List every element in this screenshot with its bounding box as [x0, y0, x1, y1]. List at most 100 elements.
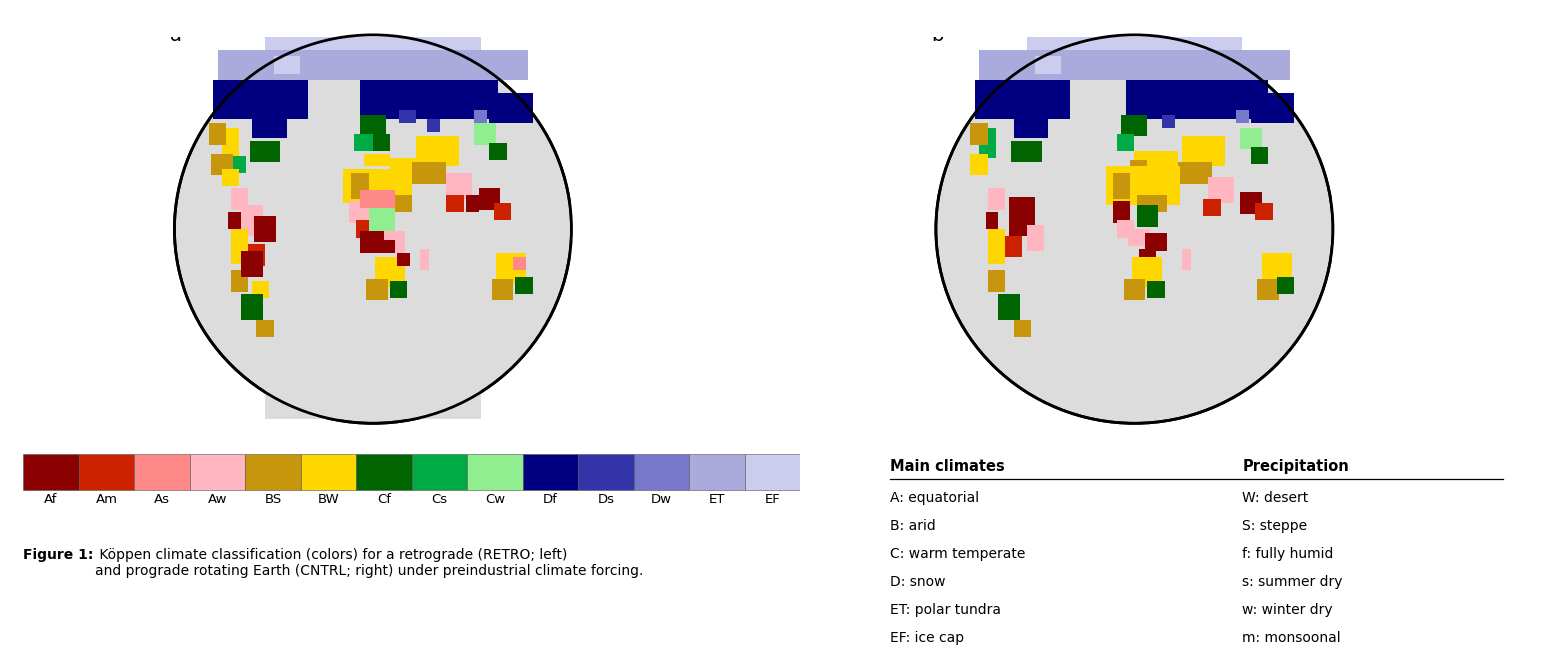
Bar: [134, 454, 190, 490]
Bar: [222, 127, 239, 158]
Text: As: As: [154, 493, 169, 507]
Bar: [979, 50, 1290, 80]
Bar: [241, 293, 263, 320]
Bar: [1125, 80, 1212, 119]
Bar: [1027, 224, 1044, 250]
Bar: [979, 127, 996, 158]
Bar: [361, 231, 385, 253]
Bar: [427, 119, 440, 132]
Bar: [1117, 134, 1134, 151]
Text: B: arid: B: arid: [890, 519, 936, 533]
Ellipse shape: [174, 35, 572, 424]
Bar: [1277, 276, 1294, 293]
Bar: [1035, 56, 1061, 74]
Bar: [252, 112, 286, 138]
Bar: [190, 454, 246, 490]
Bar: [522, 454, 578, 490]
Text: Figure 1:: Figure 1:: [23, 548, 93, 562]
Text: Cs: Cs: [432, 493, 448, 507]
Bar: [496, 253, 527, 283]
Bar: [421, 80, 499, 119]
Bar: [1113, 173, 1130, 199]
Text: D: snow: D: snow: [890, 575, 945, 589]
Bar: [690, 454, 744, 490]
Text: EF: EF: [765, 493, 780, 507]
Bar: [1122, 115, 1147, 136]
Bar: [218, 50, 528, 80]
Bar: [1113, 201, 1130, 222]
Bar: [113, 0, 132, 488]
Bar: [974, 80, 1069, 119]
Text: Af: Af: [45, 493, 57, 507]
Bar: [364, 153, 390, 167]
Text: BS: BS: [264, 493, 281, 507]
Text: Precipitation: Precipitation: [1242, 459, 1349, 475]
Bar: [361, 190, 395, 207]
Bar: [208, 124, 227, 145]
Bar: [1162, 115, 1175, 127]
Bar: [516, 276, 533, 293]
Bar: [490, 143, 507, 160]
Text: C: warm temperate: C: warm temperate: [890, 547, 1026, 561]
Text: ET: ET: [709, 493, 726, 507]
Bar: [416, 136, 460, 167]
Bar: [578, 454, 634, 490]
Bar: [301, 454, 356, 490]
Text: b: b: [931, 27, 943, 45]
Bar: [367, 279, 388, 300]
Bar: [222, 169, 239, 186]
Bar: [1251, 147, 1268, 164]
Bar: [230, 229, 247, 264]
Bar: [1013, 320, 1030, 337]
Bar: [490, 93, 533, 124]
Bar: [494, 203, 511, 220]
Bar: [466, 195, 479, 212]
Bar: [1005, 236, 1023, 257]
Bar: [1027, 26, 1242, 52]
Bar: [1009, 197, 1035, 236]
Bar: [988, 188, 1005, 210]
Bar: [351, 173, 368, 199]
Bar: [1332, 0, 1419, 488]
Bar: [1251, 93, 1294, 124]
Bar: [875, 0, 894, 488]
Bar: [361, 80, 438, 119]
Bar: [247, 244, 266, 266]
Bar: [385, 171, 402, 184]
Bar: [1130, 160, 1147, 177]
Text: Cf: Cf: [378, 493, 392, 507]
Bar: [1240, 127, 1262, 149]
Bar: [1147, 281, 1164, 298]
Bar: [1183, 136, 1225, 167]
Bar: [1183, 248, 1190, 270]
Bar: [266, 26, 480, 52]
Bar: [412, 454, 468, 490]
Bar: [1235, 110, 1249, 124]
Bar: [343, 169, 412, 203]
Text: m: monsoonal: m: monsoonal: [1242, 631, 1341, 645]
Bar: [378, 240, 395, 253]
Bar: [1013, 112, 1047, 138]
Bar: [513, 257, 527, 270]
Bar: [255, 216, 277, 242]
Text: w: winter dry: w: winter dry: [1242, 603, 1333, 617]
Bar: [256, 320, 274, 337]
Text: BW: BW: [317, 493, 339, 507]
Text: Df: Df: [542, 493, 558, 507]
Bar: [744, 454, 800, 490]
Bar: [474, 110, 488, 124]
Bar: [1136, 195, 1167, 212]
Bar: [396, 253, 410, 266]
Bar: [468, 454, 522, 490]
Bar: [970, 124, 988, 145]
Text: Aw: Aw: [208, 493, 227, 507]
Bar: [228, 212, 241, 229]
Bar: [474, 124, 496, 145]
Bar: [1136, 205, 1158, 227]
Text: A: equatorial: A: equatorial: [890, 491, 979, 505]
Bar: [985, 212, 999, 229]
Bar: [356, 454, 412, 490]
Bar: [356, 220, 373, 238]
Bar: [1203, 199, 1221, 216]
Bar: [354, 134, 375, 151]
